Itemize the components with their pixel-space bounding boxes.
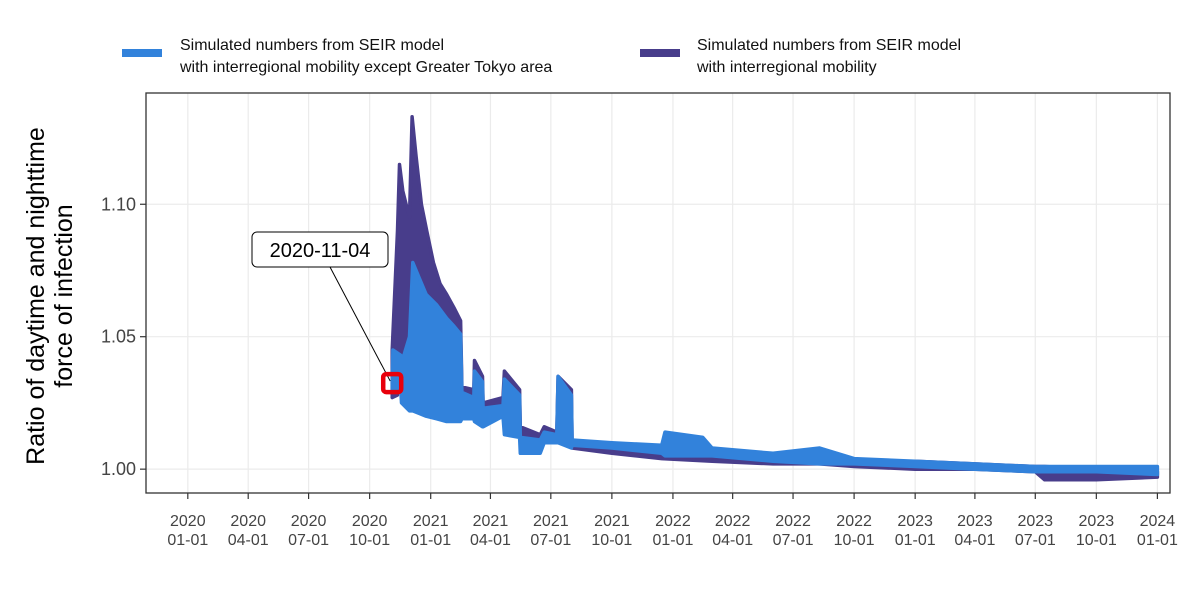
y-tick-label-0: 1.00 bbox=[101, 459, 136, 479]
y-axis-title-line2: force of infection bbox=[50, 204, 78, 387]
y-tick-label-1: 1.05 bbox=[101, 327, 136, 347]
x-tick-label-5-year: 2021 bbox=[473, 513, 509, 530]
x-tick-label-0-year: 2020 bbox=[170, 513, 206, 530]
x-tick-label-16-year: 2024 bbox=[1140, 513, 1176, 530]
annotation-label-box bbox=[251, 231, 389, 268]
x-tick-label-13-date: 04-01 bbox=[954, 532, 995, 549]
annotation-leader-line bbox=[329, 266, 391, 382]
legend-swatch-full-mobility bbox=[640, 49, 680, 57]
x-tick-label-10-year: 2022 bbox=[775, 513, 811, 530]
legend-label-full-mobility-line1: Simulated numbers from SEIR model bbox=[697, 37, 961, 54]
legend: Simulated numbers from SEIR model with i… bbox=[122, 37, 961, 76]
plot-panel-border bbox=[145, 92, 1171, 494]
annotation-marker bbox=[380, 371, 404, 395]
legend-label-full-mobility-line2: with interregional mobility bbox=[696, 59, 877, 76]
x-tick-label-11-date: 10-01 bbox=[834, 532, 875, 549]
x-tick-label-12-date: 01-01 bbox=[895, 532, 936, 549]
x-tick-label-13-year: 2023 bbox=[957, 513, 993, 530]
x-tick-label-4-year: 2021 bbox=[413, 513, 449, 530]
y-tick-label-2: 1.10 bbox=[101, 194, 136, 214]
x-axis-ticks: 2020 01-01 2020 04-01 2020 07-01 2020 10-01 2021… bbox=[167, 493, 1178, 549]
x-tick-label-8-year: 2022 bbox=[655, 513, 691, 530]
x-tick-label-2-date: 07-01 bbox=[288, 532, 329, 549]
gridlines bbox=[146, 93, 1170, 493]
annotation-label: 2020-11-04 bbox=[270, 240, 371, 262]
x-tick-label-14-date: 07-01 bbox=[1015, 532, 1056, 549]
x-tick-label-4-date: 01-01 bbox=[410, 532, 451, 549]
x-tick-label-11-year: 2022 bbox=[836, 513, 872, 530]
series-band-1 bbox=[390, 260, 1160, 477]
x-tick-label-14-year: 2023 bbox=[1017, 513, 1053, 530]
x-tick-label-15-date: 10-01 bbox=[1076, 532, 1117, 549]
x-tick-label-10-date: 07-01 bbox=[773, 532, 814, 549]
x-tick-label-9-date: 04-01 bbox=[712, 532, 753, 549]
x-tick-label-8-date: 01-01 bbox=[652, 532, 693, 549]
x-tick-label-3-year: 2020 bbox=[352, 513, 388, 530]
x-tick-label-6-date: 07-01 bbox=[530, 532, 571, 549]
legend-label-no-tokyo-line1: Simulated numbers from SEIR model bbox=[180, 37, 444, 54]
x-tick-label-2-year: 2020 bbox=[291, 513, 327, 530]
x-tick-label-3-date: 10-01 bbox=[349, 532, 390, 549]
x-tick-label-5-date: 04-01 bbox=[470, 532, 511, 549]
x-tick-label-15-year: 2023 bbox=[1079, 513, 1115, 530]
x-tick-label-1-date: 04-01 bbox=[228, 532, 269, 549]
x-tick-label-7-date: 10-01 bbox=[591, 532, 632, 549]
x-tick-label-1-year: 2020 bbox=[230, 513, 266, 530]
series-layer bbox=[390, 115, 1160, 482]
y-axis-ticks: 1.00 1.05 1.10 bbox=[101, 194, 146, 479]
y-axis-title-line1: Ratio of daytime and nighttime bbox=[22, 127, 50, 465]
legend-swatch-no-tokyo bbox=[122, 49, 162, 57]
x-tick-label-16-date: 01-01 bbox=[1137, 532, 1178, 549]
x-tick-label-6-year: 2021 bbox=[533, 513, 569, 530]
x-tick-label-7-year: 2021 bbox=[594, 513, 630, 530]
x-tick-label-0-date: 01-01 bbox=[167, 532, 208, 549]
x-tick-label-9-year: 2022 bbox=[715, 513, 751, 530]
annotation: 2020-11-04 bbox=[251, 231, 404, 395]
x-tick-label-12-year: 2023 bbox=[897, 513, 933, 530]
legend-label-no-tokyo-line2: with interregional mobility except Great… bbox=[179, 59, 552, 76]
